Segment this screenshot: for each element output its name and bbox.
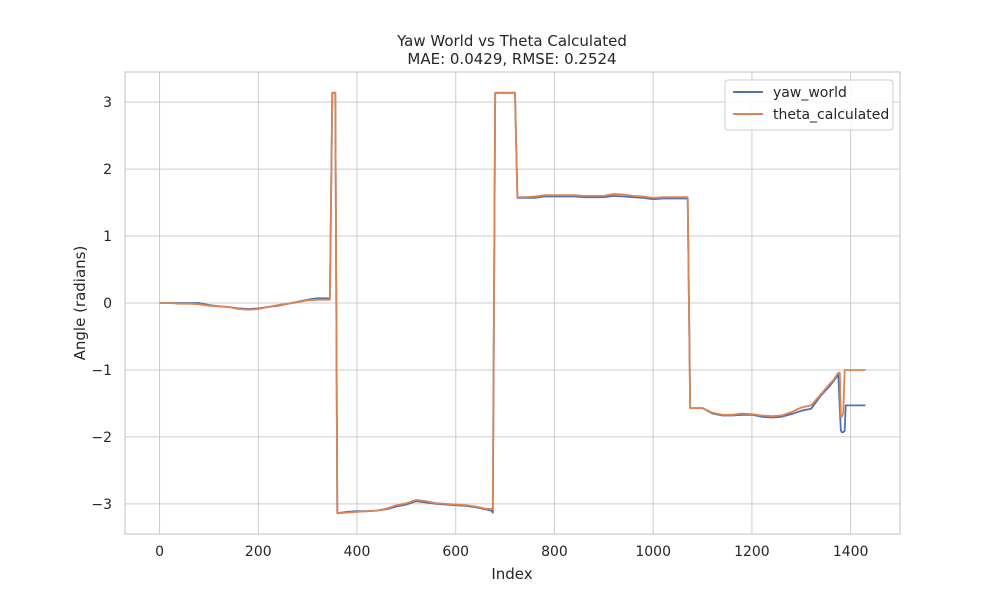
y-tick-label: −1 (91, 363, 112, 379)
x-tick-label: 200 (245, 544, 272, 560)
y-tick-labels: −3 −2 −1 0 1 2 3 (91, 95, 112, 513)
y-tick-label: −3 (91, 497, 112, 513)
x-tick-label: 1000 (635, 544, 671, 560)
y-tick-label: −2 (91, 430, 112, 446)
x-tick-label: 1400 (833, 544, 869, 560)
y-tick-label: 2 (103, 162, 112, 178)
series-line-theta-calculated (159, 91, 866, 515)
chart-title: Yaw World vs Theta Calculated (396, 32, 627, 50)
y-axis-label: Angle (radians) (71, 246, 89, 361)
series-lines (159, 91, 866, 515)
y-tick-label: 3 (103, 95, 112, 111)
grid-lines (125, 72, 900, 534)
x-tick-label: 400 (344, 544, 371, 560)
x-tick-label: 1200 (734, 544, 770, 560)
plot-frame (124, 71, 901, 535)
y-tick-label: 1 (103, 229, 112, 245)
x-tick-label: 600 (442, 544, 469, 560)
x-axis-label: Index (491, 565, 532, 583)
x-tick-label: 0 (155, 544, 164, 560)
x-tick-labels: 0 200 400 600 800 1000 1200 1400 (155, 544, 868, 560)
y-tick-label: 0 (103, 296, 112, 312)
legend-label-yaw-world: yaw_world (773, 85, 847, 101)
legend-label-theta-calculated: theta_calculated (773, 107, 889, 123)
legend-box (724, 79, 894, 131)
legend: yaw_world theta_calculated (724, 79, 894, 131)
chart-subtitle: MAE: 0.0429, RMSE: 0.2524 (407, 50, 616, 68)
x-tick-label: 800 (541, 544, 568, 560)
